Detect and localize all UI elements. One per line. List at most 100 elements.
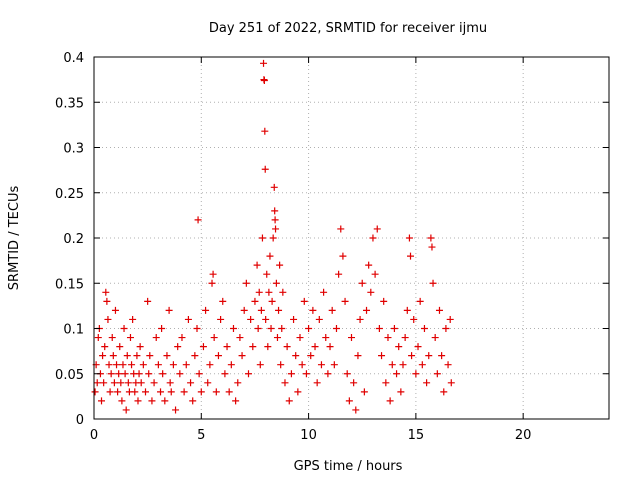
data-point [178, 334, 186, 342]
data-point [363, 306, 371, 314]
data-point [420, 325, 428, 332]
data-point [146, 352, 154, 360]
data-point [101, 343, 109, 351]
data-point [240, 306, 248, 314]
data-point [311, 343, 319, 351]
data-point [260, 59, 268, 67]
data-point [204, 379, 212, 387]
y-tick-label: 0.3 [63, 142, 84, 157]
x-tick-label: 20 [515, 428, 532, 443]
data-point [99, 352, 107, 360]
data-point [136, 343, 144, 351]
data-point [273, 334, 281, 342]
data-point [193, 325, 201, 332]
data-point [264, 343, 272, 351]
data-point [307, 352, 315, 360]
data-point [238, 352, 246, 360]
data-point [152, 334, 160, 342]
data-point [212, 388, 220, 396]
data-point [435, 306, 443, 314]
data-point [440, 388, 448, 396]
data-point [305, 325, 313, 332]
data-point [110, 379, 118, 387]
data-point [300, 297, 308, 305]
data-point [195, 370, 203, 378]
data-point [217, 315, 225, 323]
data-point [390, 325, 398, 332]
data-point [410, 315, 418, 323]
data-point [206, 361, 214, 369]
data-point [302, 370, 310, 378]
data-point [401, 334, 409, 342]
data-point [375, 325, 383, 332]
data-point [269, 234, 277, 242]
data-point [210, 334, 218, 342]
data-point [416, 297, 424, 305]
data-point [261, 165, 269, 173]
data-point [255, 288, 263, 296]
data-point [158, 325, 166, 332]
data-point [360, 388, 368, 396]
data-point [266, 252, 274, 260]
data-point [107, 370, 115, 378]
data-point [115, 370, 123, 378]
data-point [278, 325, 286, 332]
data-point [290, 315, 298, 323]
data-point [281, 379, 289, 387]
data-point [371, 270, 379, 278]
data-point [262, 315, 270, 323]
data-point [100, 379, 108, 387]
data-point [108, 334, 116, 342]
data-point [247, 315, 255, 323]
x-tick-label: 0 [90, 428, 98, 443]
data-point [111, 306, 119, 314]
data-point [154, 361, 162, 369]
data-point [350, 379, 358, 387]
data-point [399, 361, 407, 369]
data-point [292, 352, 300, 360]
data-point [438, 352, 446, 360]
data-point [234, 379, 242, 387]
data-point [365, 261, 373, 269]
data-point [197, 388, 205, 396]
data-point [236, 334, 244, 342]
data-point [225, 388, 233, 396]
data-point [189, 397, 197, 405]
data-point [285, 397, 293, 405]
data-point [446, 315, 454, 323]
data-point [123, 352, 131, 360]
data-point [116, 343, 124, 351]
x-tick-label: 15 [408, 428, 425, 443]
data-point [348, 334, 355, 342]
data-point [157, 388, 165, 396]
data-point [199, 343, 207, 351]
data-point [144, 297, 152, 305]
data-point [249, 343, 257, 351]
x-axis-ticks: 0 5 10 15 20 [90, 57, 532, 443]
data-point [94, 334, 102, 342]
data-point [126, 334, 134, 342]
data-point [279, 288, 287, 296]
data-point [328, 306, 336, 314]
data-point [257, 306, 265, 314]
data-point [309, 306, 317, 314]
data-point [427, 234, 435, 242]
data-point [407, 252, 415, 260]
data-point [208, 279, 216, 287]
data-point [184, 315, 192, 323]
data-point [358, 279, 366, 287]
data-point [93, 379, 101, 387]
data-point [119, 361, 127, 369]
data-point [384, 334, 392, 342]
y-tick-label: 0.4 [63, 51, 84, 66]
data-point [397, 388, 405, 396]
data-point [169, 361, 177, 369]
data-point [118, 397, 126, 405]
data-point [194, 216, 202, 224]
data-point [326, 343, 334, 351]
data-point [182, 361, 190, 369]
data-point [271, 207, 279, 215]
data-point [433, 370, 441, 378]
y-tick-label: 0.05 [55, 368, 84, 383]
